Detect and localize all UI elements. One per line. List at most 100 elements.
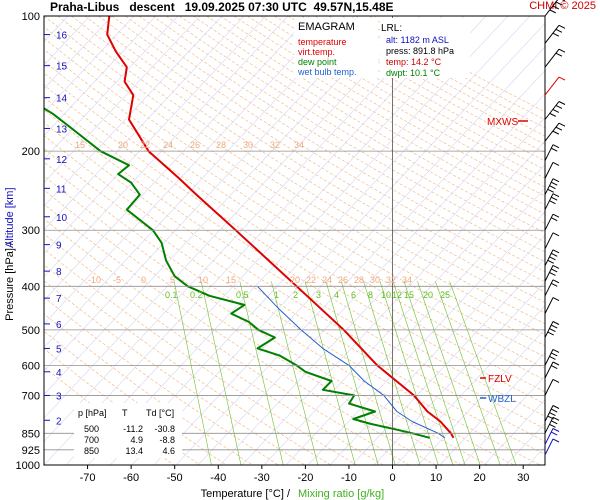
- skew-line: [44, 16, 443, 442]
- x-tick-label: -60: [123, 472, 139, 484]
- skew-line: [153, 46, 545, 465]
- pressure-tick-label: 200: [22, 146, 40, 158]
- wind-barb: [544, 24, 566, 44]
- wind-barb-staff: [544, 417, 554, 434]
- skew-line: [131, 22, 545, 465]
- dewpoint-line: [44, 107, 430, 439]
- fzlv-label: FZLV: [488, 374, 512, 385]
- skew-line: [0, 16, 2, 465]
- mixing-ratio-label: 0.1: [165, 290, 178, 300]
- wind-barb: [544, 76, 566, 96]
- wind-barb-feather: [555, 28, 563, 33]
- theta-label: 24: [163, 140, 173, 150]
- wind-barb-feather: [551, 324, 558, 329]
- skew-line: [44, 16, 399, 395]
- wind-barb-staff: [544, 178, 554, 195]
- dry-adiabat: [152, 16, 545, 253]
- wind-barb: [544, 378, 560, 396]
- mxws-label: MXWS: [487, 117, 518, 128]
- wind-barb-feather: [552, 232, 560, 237]
- wind-barb-staff: [544, 438, 554, 456]
- wind-barb: [544, 416, 560, 434]
- temperature-line: [106, 16, 455, 439]
- wind-barb: [544, 264, 560, 282]
- x-tick-label: 30: [517, 472, 529, 484]
- wind-barb: [544, 144, 560, 161]
- lrl-line: dwpt: 10.1 °C: [386, 68, 441, 78]
- wind-barb-feather: [561, 0, 566, 2]
- theta-label: 15: [75, 140, 85, 150]
- skew-line: [351, 258, 545, 465]
- pressure-tick-label: 100: [22, 11, 40, 23]
- wind-barb-feather: [552, 438, 560, 443]
- mixing-ratio-line: [379, 281, 439, 465]
- theta-label: 26: [338, 275, 348, 285]
- mixing-ratio-line: [392, 281, 454, 465]
- skew-line: [44, 16, 223, 207]
- pressure-tick-label: 600: [22, 360, 40, 372]
- legend-background: [294, 18, 378, 78]
- skew-line: [44, 16, 179, 160]
- skew-line: [550, 16, 600, 465]
- pressure-tick-label: 1000: [16, 460, 40, 472]
- wind-barb: [544, 178, 560, 195]
- wind-barb-staff: [544, 232, 554, 250]
- pressure-tick-label: 925: [22, 445, 40, 457]
- wind-barb-feather: [552, 361, 560, 366]
- wind-barb: [544, 321, 560, 338]
- wind-barb-staff: [544, 279, 554, 297]
- legend-item: virt.temp.: [298, 47, 335, 57]
- table-cell: -11.2: [123, 424, 143, 434]
- wetbulb-line: [257, 285, 446, 439]
- skew-line: [44, 16, 267, 254]
- skew-line: [109, 16, 531, 465]
- skew-line: [65, 16, 487, 465]
- mixing-ratio-line: [173, 281, 212, 465]
- wind-barb-staff: [544, 24, 560, 44]
- theta-label: 34: [402, 275, 412, 285]
- theta-label: 30: [370, 275, 380, 285]
- wind-barb: [544, 361, 560, 379]
- skew-line: [87, 16, 509, 465]
- wind-barb-staff: [544, 144, 554, 161]
- table-cell: -30.8: [154, 424, 175, 434]
- skew-line: [461, 375, 545, 465]
- x-tick-label: 10: [430, 472, 442, 484]
- wind-barb-staff: [544, 349, 554, 366]
- skew-line: [44, 16, 377, 372]
- skew-line: [263, 164, 545, 465]
- pressure-tick-label: 300: [22, 225, 40, 237]
- dry-adiabat: [138, 16, 545, 263]
- km-tick-label: 10: [56, 213, 68, 224]
- credit-label: CHMI © 2025: [529, 0, 596, 12]
- wind-barb-feather: [547, 188, 554, 193]
- mixing-ratio-label: 3: [316, 290, 321, 300]
- dry-adiabat: [193, 16, 545, 224]
- km-tick-label: 11: [56, 184, 67, 195]
- skew-line: [175, 70, 545, 465]
- table-cell: -8.8: [159, 435, 175, 445]
- wind-barb-feather: [552, 213, 560, 218]
- sounding-table: p [hPa] T Td [°C] 500 -11.2 -30.8 700 4.9 -8.8 85…: [74, 403, 182, 458]
- mixing-ratio-line: [271, 281, 319, 465]
- mixing-ratio-label: 15: [404, 290, 414, 300]
- dry-adiabat: [44, 72, 545, 393]
- wind-barb-feather: [552, 264, 560, 269]
- dry-adiabat: [44, 37, 545, 358]
- wind-barb-feather: [552, 161, 560, 166]
- theta-label: 5: [170, 275, 175, 285]
- lrl-title: LRL:: [381, 23, 402, 34]
- wind-barb-feather: [552, 193, 560, 198]
- x-axis-label: Temperature [°C] /: [201, 488, 291, 500]
- skew-line: [44, 16, 333, 325]
- lrl-line: temp: 14.2 °C: [386, 57, 442, 67]
- km-tick-label: 7: [56, 294, 62, 305]
- wind-barb-feather: [547, 259, 554, 264]
- theta-label: 32: [270, 140, 280, 150]
- wind-barb-feather: [551, 431, 558, 436]
- mixing-ratio-label: 0.5: [236, 290, 249, 300]
- dry-adiabat: [179, 16, 545, 234]
- wind-barb-feather: [555, 1, 563, 6]
- theta-label: 10: [198, 275, 208, 285]
- km-tick-label: 12: [56, 155, 68, 166]
